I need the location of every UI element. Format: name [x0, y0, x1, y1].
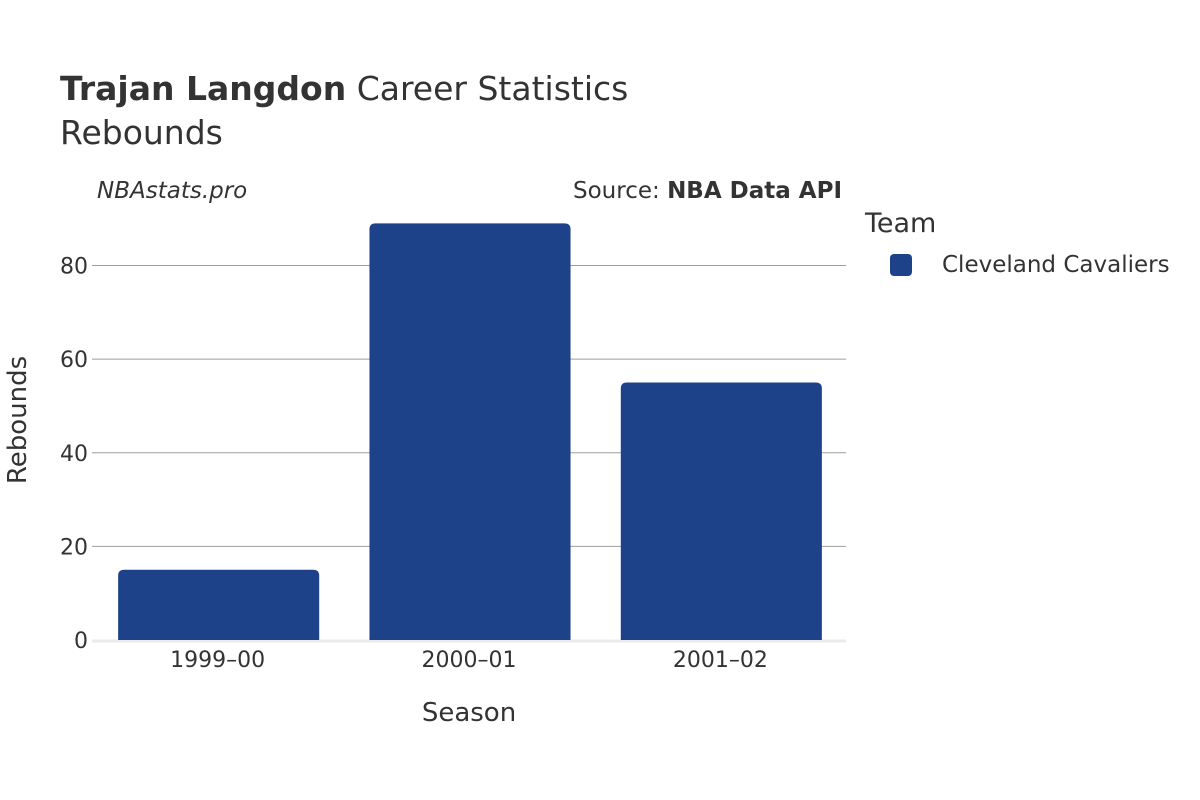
- source-name: NBA Data API: [667, 178, 842, 204]
- x-axis-title: Season: [422, 698, 516, 728]
- x-tick-label: 2000–01: [422, 648, 517, 673]
- brand-label: NBAstats.pro: [97, 178, 248, 204]
- y-tick-label: 20: [60, 535, 88, 560]
- player-name: Trajan Langdon: [60, 69, 347, 108]
- y-tick-label: 80: [60, 255, 88, 280]
- x-tick-label: 1999–00: [170, 648, 265, 673]
- chart-title: Trajan Langdon Career Statistics: [60, 68, 628, 110]
- legend-label: Cleveland Cavaliers: [942, 252, 1170, 278]
- legend-item-cleveland-cavaliers[interactable]: Cleveland Cavaliers: [890, 252, 1170, 278]
- bar-2001–02: [620, 382, 822, 640]
- y-tick-label: 60: [60, 348, 88, 373]
- bar-2000–01: [369, 223, 571, 641]
- x-tick-label: 2001–02: [673, 648, 768, 673]
- legend: Team Cleveland Cavaliers: [865, 208, 1170, 278]
- source-label: Source: NBA Data API: [573, 178, 842, 204]
- chart-subtitle: Rebounds: [60, 113, 223, 152]
- y-tick-label: 0: [74, 629, 88, 654]
- source-prefix: Source:: [573, 178, 668, 204]
- y-tick-label: 40: [60, 442, 88, 467]
- bar-1999–00: [118, 569, 320, 640]
- legend-swatch: [890, 254, 912, 276]
- title-rest: Career Statistics: [356, 69, 629, 108]
- legend-title: Team: [865, 208, 937, 239]
- y-axis-title: Rebounds: [3, 356, 33, 484]
